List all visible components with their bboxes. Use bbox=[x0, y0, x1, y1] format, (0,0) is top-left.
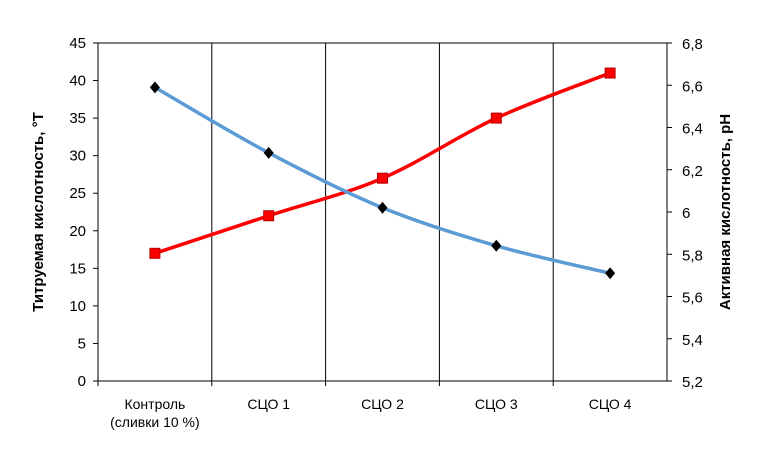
right-tick-label: 6 bbox=[682, 205, 690, 222]
left-tick-label: 45 bbox=[69, 35, 86, 52]
right-tick-label: 5,4 bbox=[682, 332, 703, 349]
data-point-diamond bbox=[263, 146, 274, 159]
series-1 bbox=[149, 67, 616, 259]
left-tick-label: 5 bbox=[78, 335, 86, 352]
left-tick-label: 30 bbox=[69, 148, 86, 165]
left-tick-label: 35 bbox=[69, 110, 86, 127]
left-tick-label: 20 bbox=[69, 223, 86, 240]
category-label: СЦО 1 bbox=[247, 396, 290, 412]
data-point-square bbox=[263, 210, 275, 222]
category-label: СЦО 4 bbox=[589, 396, 632, 412]
category-label: Контроль bbox=[124, 396, 185, 412]
data-point-square bbox=[377, 172, 388, 184]
data-point-diamond bbox=[149, 81, 160, 94]
right-tick-label: 6,4 bbox=[682, 121, 703, 138]
series bbox=[149, 67, 616, 280]
left-tick-label: 10 bbox=[69, 298, 86, 315]
left-axis-ticks: 0 5 10 15 20 25 30 35 40 45 bbox=[69, 35, 98, 390]
data-point-square bbox=[490, 112, 502, 124]
left-tick-label: 15 bbox=[69, 260, 86, 277]
right-tick-label: 6,6 bbox=[682, 78, 703, 95]
left-tick-label: 40 bbox=[69, 73, 86, 90]
data-point-diamond bbox=[605, 267, 616, 280]
category-label: СЦО 3 bbox=[475, 396, 518, 412]
right-tick-label: 5,8 bbox=[682, 247, 703, 264]
left-tick-label: 25 bbox=[69, 185, 86, 202]
data-point-diamond bbox=[491, 239, 502, 252]
right-axis-ticks: 5,2 5,4 5,6 5,8 6 6,2 6,4 6,6 6,8 bbox=[667, 36, 703, 391]
category-label: (сливки 10 %) bbox=[110, 414, 200, 430]
data-point-square bbox=[149, 247, 161, 259]
category-label: СЦО 2 bbox=[361, 396, 404, 412]
right-axis-title: Активная кислотность, pH bbox=[717, 114, 734, 310]
series-2 bbox=[149, 81, 616, 280]
right-tick-label: 5,2 bbox=[682, 374, 703, 391]
right-tick-label: 5,6 bbox=[682, 290, 703, 307]
right-tick-label: 6,8 bbox=[682, 36, 703, 53]
data-point-diamond bbox=[377, 201, 388, 214]
left-tick-label: 0 bbox=[78, 373, 86, 390]
series-line bbox=[153, 71, 612, 256]
data-point-square bbox=[604, 67, 616, 79]
right-tick-label: 6,2 bbox=[682, 163, 703, 180]
left-axis-title: Титруемая кислотность, °Т bbox=[30, 112, 47, 312]
category-labels: Контроль (сливки 10 %) СЦО 1 СЦО 2 СЦО 3 СЦО … bbox=[97, 381, 632, 430]
